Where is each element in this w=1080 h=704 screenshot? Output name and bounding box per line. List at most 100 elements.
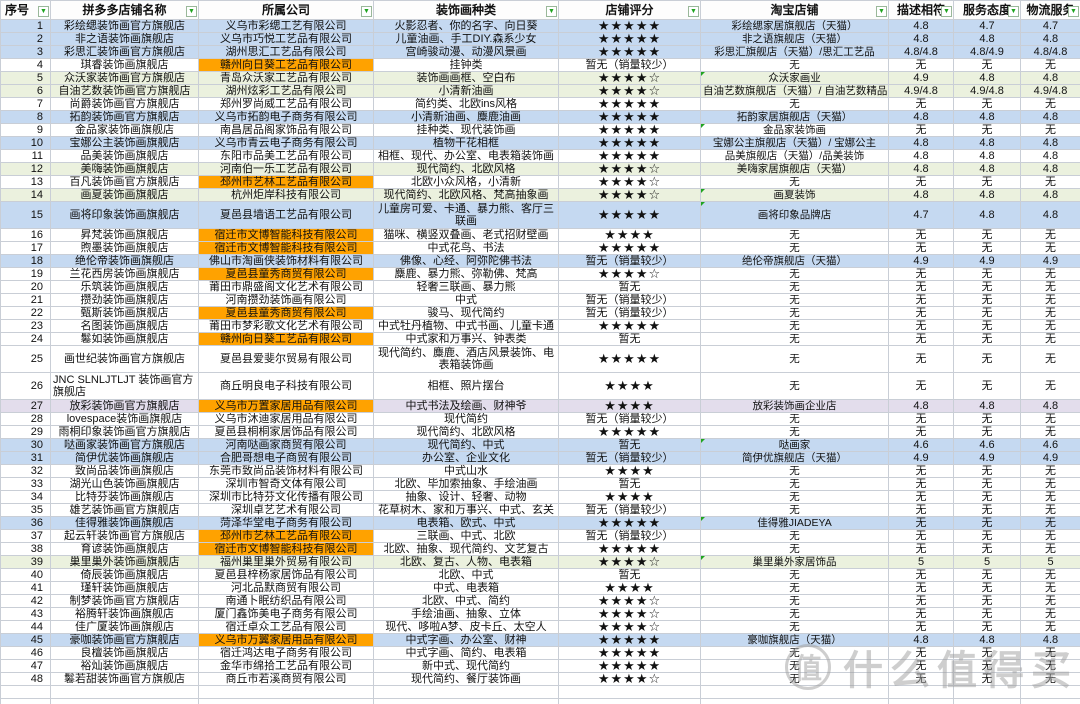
cell-logistics[interactable]: 无	[1020, 503, 1080, 517]
cell-service[interactable]: 无	[953, 412, 1021, 426]
cell-types[interactable]: 三联画、中式、北欧	[373, 529, 559, 543]
cell-types[interactable]: 现代简约	[373, 412, 559, 426]
filter-dropdown-icon[interactable]: ▼	[546, 6, 557, 17]
cell-service[interactable]: 无	[953, 516, 1021, 530]
cell-types[interactable]: 中式书法及绘画、财神爷	[373, 399, 559, 413]
cell-desc[interactable]: 无	[888, 425, 954, 439]
cell-num[interactable]: 19	[0, 267, 51, 281]
empty-cell[interactable]	[558, 698, 701, 704]
cell-service[interactable]: 无	[953, 175, 1021, 189]
cell-num[interactable]: 3	[0, 45, 51, 59]
cell-desc[interactable]: 无	[888, 241, 954, 255]
cell-service[interactable]: 4.8	[953, 633, 1021, 647]
cell-company[interactable]: 夏邑县梓杨家居饰品有限公司	[198, 568, 374, 582]
cell-service[interactable]: 无	[953, 477, 1021, 491]
cell-name[interactable]: 昇梵装饰画旗舰店	[50, 228, 199, 242]
cell-service[interactable]: 4.8	[953, 71, 1021, 85]
cell-logistics[interactable]: 4.8	[1020, 201, 1080, 229]
cell-name[interactable]: 巢里巢外装饰画旗舰店	[50, 555, 199, 569]
cell-num[interactable]: 40	[0, 568, 51, 582]
cell-desc[interactable]: 4.8	[888, 136, 954, 150]
column-header-rating[interactable]: 店铺评分 ▼	[558, 0, 701, 20]
cell-name[interactable]: 美嗨装饰画旗舰店	[50, 162, 199, 176]
cell-service[interactable]: 4.9	[953, 451, 1021, 465]
cell-taobao[interactable]: 无	[700, 646, 889, 660]
cell-desc[interactable]: 5	[888, 555, 954, 569]
cell-service[interactable]: 4.8/4.9	[953, 45, 1021, 59]
cell-desc[interactable]: 无	[888, 620, 954, 634]
cell-desc[interactable]: 4.8	[888, 19, 954, 33]
cell-types[interactable]: 相框、现代、办公室、电表箱装饰画	[373, 149, 559, 163]
cell-company[interactable]: 河南攒劲装饰画有限公司	[198, 293, 374, 307]
cell-desc[interactable]: 无	[888, 581, 954, 595]
cell-service[interactable]: 5	[953, 555, 1021, 569]
cell-logistics[interactable]: 4.8	[1020, 633, 1080, 647]
cell-name[interactable]: lovespace装饰画旗舰店	[50, 412, 199, 426]
cell-desc[interactable]: 4.9/4.8	[888, 84, 954, 98]
cell-logistics[interactable]: 4.9	[1020, 254, 1080, 268]
cell-logistics[interactable]: 4.8/4.8	[1020, 45, 1080, 59]
cell-num[interactable]: 9	[0, 123, 51, 137]
cell-logistics[interactable]: 4.8	[1020, 32, 1080, 46]
cell-types[interactable]: 抽象、设计、轻奢、动物	[373, 490, 559, 504]
empty-cell[interactable]	[953, 685, 1021, 699]
cell-logistics[interactable]: 无	[1020, 594, 1080, 608]
cell-taobao[interactable]: 美嗨家居旗舰店（天猫）	[700, 162, 889, 176]
filter-dropdown-icon[interactable]: ▼	[186, 6, 197, 17]
empty-cell[interactable]	[888, 698, 954, 704]
cell-logistics[interactable]: 无	[1020, 280, 1080, 294]
cell-types[interactable]: 儿童油画、手工DIY.森系少女	[373, 32, 559, 46]
cell-taobao[interactable]: 无	[700, 293, 889, 307]
cell-types[interactable]: 现代简约、餐厅装饰画	[373, 672, 559, 686]
cell-logistics[interactable]: 无	[1020, 646, 1080, 660]
cell-num[interactable]: 12	[0, 162, 51, 176]
cell-types[interactable]: 北欧、中式、简约	[373, 594, 559, 608]
cell-taobao[interactable]: 巢里巢外家居饰品	[700, 555, 889, 569]
cell-num[interactable]: 17	[0, 241, 51, 255]
cell-desc[interactable]: 无	[888, 672, 954, 686]
cell-name[interactable]: 简伊优装饰画旗舰店	[50, 451, 199, 465]
cell-num[interactable]: 18	[0, 254, 51, 268]
cell-taobao[interactable]: 无	[700, 319, 889, 333]
cell-types[interactable]: 小清新油画、麋鹿油画	[373, 110, 559, 124]
cell-types[interactable]: 小清新油画	[373, 84, 559, 98]
cell-logistics[interactable]: 无	[1020, 345, 1080, 373]
cell-taobao[interactable]: 非之语旗舰店（天猫）	[700, 32, 889, 46]
cell-types[interactable]: 北欧小众风格，小清新	[373, 175, 559, 189]
cell-company[interactable]: 河南哒画家商贸有限公司	[198, 438, 374, 452]
cell-rating[interactable]: ★★★★	[558, 464, 701, 478]
cell-taobao[interactable]: 无	[700, 529, 889, 543]
cell-company[interactable]: 东阳市品美工艺品有限公司	[198, 149, 374, 163]
cell-desc[interactable]: 无	[888, 529, 954, 543]
cell-num[interactable]: 5	[0, 71, 51, 85]
cell-logistics[interactable]: 无	[1020, 293, 1080, 307]
cell-taobao[interactable]: 无	[700, 594, 889, 608]
cell-company[interactable]: 义乌市彩缌工艺有限公司	[198, 19, 374, 33]
cell-name[interactable]: 比特芬装饰画旗舰店	[50, 490, 199, 504]
cell-company[interactable]: 商丘市若溪商贸有限公司	[198, 672, 374, 686]
cell-types[interactable]: 现代、哆啦A梦、皮卡丘、太空人	[373, 620, 559, 634]
cell-types[interactable]: 麋鹿、暴力熊、弥勒佛、梵高	[373, 267, 559, 281]
cell-service[interactable]: 无	[953, 672, 1021, 686]
cell-company[interactable]: 南昌居品阁家饰品有限公司	[198, 123, 374, 137]
cell-desc[interactable]: 4.8	[888, 32, 954, 46]
cell-name[interactable]: 画世纪装饰画官方旗舰店	[50, 345, 199, 373]
cell-desc[interactable]: 无	[888, 477, 954, 491]
cell-types[interactable]: 现代简约、北欧风格	[373, 162, 559, 176]
filter-dropdown-icon[interactable]: ▼	[941, 6, 952, 17]
cell-taobao[interactable]: 品美旗舰店（天猫）/品美装饰	[700, 149, 889, 163]
cell-logistics[interactable]: 无	[1020, 529, 1080, 543]
cell-taobao[interactable]: 无	[700, 175, 889, 189]
cell-num[interactable]: 7	[0, 97, 51, 111]
cell-desc[interactable]: 4.8	[888, 162, 954, 176]
cell-taobao[interactable]: 无	[700, 672, 889, 686]
cell-company[interactable]: 邳州市艺林工艺品有限公司	[198, 529, 374, 543]
cell-company[interactable]: 义乌市巧悦工艺品有限公司	[198, 32, 374, 46]
cell-company[interactable]: 菏泽华堂电子商务有限公司	[198, 516, 374, 530]
cell-rating[interactable]: 暂无	[558, 477, 701, 491]
cell-company[interactable]: 莆田市鼎盛阁文化艺术有限公司	[198, 280, 374, 294]
cell-num[interactable]: 44	[0, 620, 51, 634]
cell-rating[interactable]: ★★★★★	[558, 201, 701, 229]
cell-service[interactable]: 4.6	[953, 438, 1021, 452]
cell-name[interactable]: 雄艺装饰画官方旗舰店	[50, 503, 199, 517]
